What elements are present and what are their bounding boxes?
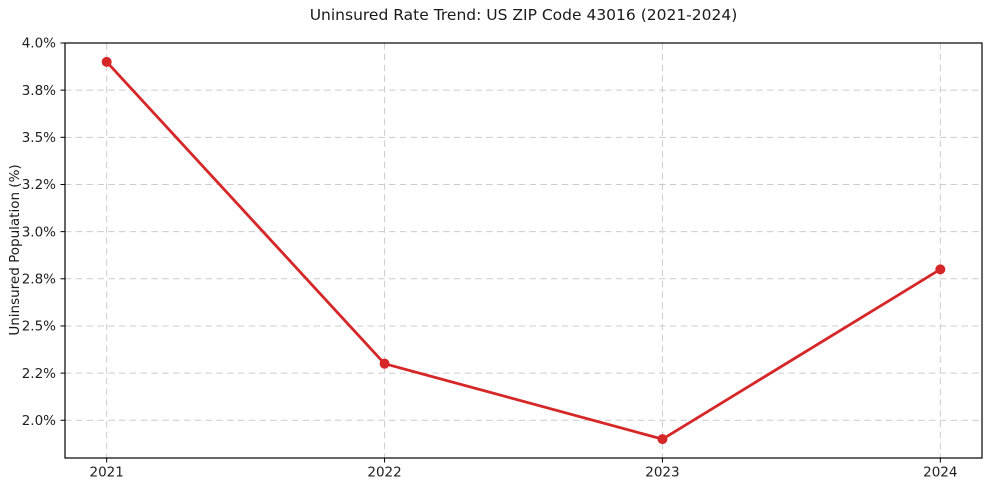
y-tick-label: 3.2% bbox=[22, 177, 56, 193]
axes-spines bbox=[64, 42, 983, 459]
y-tick-label: 2.5% bbox=[22, 319, 56, 335]
y-tick-label: 3.8% bbox=[22, 83, 56, 99]
y-tick-label: 4.0% bbox=[22, 36, 56, 52]
y-tick-label: 2.0% bbox=[22, 413, 56, 429]
data-point-marker bbox=[657, 434, 668, 445]
data-point-marker bbox=[379, 358, 390, 369]
y-tick-label: 3.0% bbox=[22, 224, 56, 240]
x-tick-label: 2024 bbox=[923, 465, 957, 481]
trend-line bbox=[105, 60, 942, 441]
y-tick-label: 3.5% bbox=[22, 130, 56, 146]
y-tick-label: 2.8% bbox=[22, 271, 56, 287]
y-tick-label: 2.2% bbox=[22, 366, 56, 382]
x-tick-label: 2022 bbox=[367, 465, 401, 481]
x-tick-label: 2023 bbox=[645, 465, 679, 481]
data-point-marker bbox=[935, 264, 946, 275]
chart-title: Uninsured Rate Trend: US ZIP Code 43016 … bbox=[309, 6, 738, 24]
data-point-marker bbox=[101, 56, 112, 67]
x-tick-label: 2021 bbox=[90, 465, 124, 481]
